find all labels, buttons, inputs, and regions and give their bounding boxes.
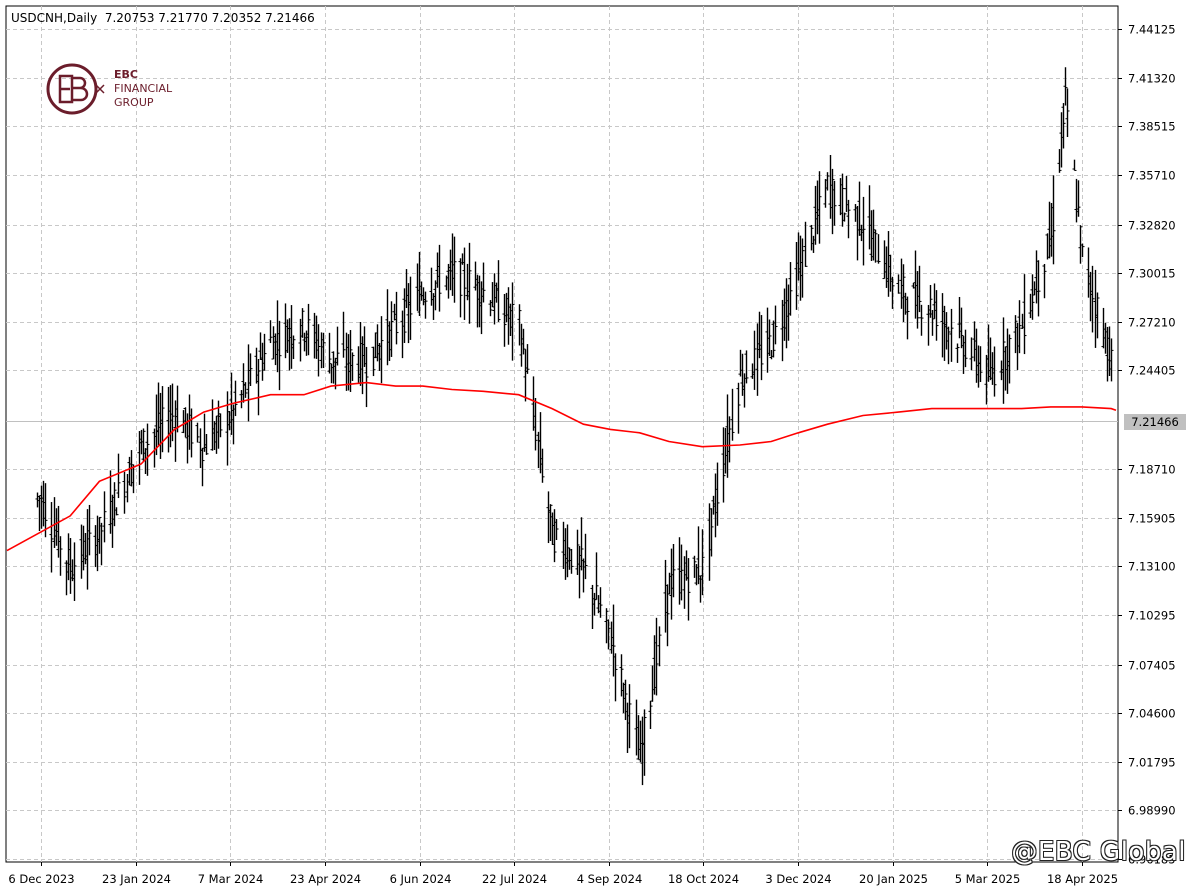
x-tick-label: 20 Jan 2025 bbox=[859, 872, 928, 886]
y-tick-label: 7.41320 bbox=[1128, 72, 1176, 86]
y-tick-label: 7.15905 bbox=[1128, 512, 1176, 526]
y-tick-label: 7.18710 bbox=[1128, 463, 1176, 477]
x-tick-label: 22 Jul 2024 bbox=[482, 872, 547, 886]
x-tick-label: 4 Sep 2024 bbox=[577, 872, 643, 886]
y-tick-label: 7.38515 bbox=[1128, 120, 1176, 134]
y-tick-label: 7.24405 bbox=[1128, 364, 1176, 378]
x-tick-label: 7 Mar 2024 bbox=[198, 872, 264, 886]
logo-line-financial: FINANCIAL bbox=[114, 82, 173, 95]
y-tick-label: 7.30015 bbox=[1128, 267, 1176, 281]
y-tick-label: 7.32820 bbox=[1128, 219, 1176, 233]
ebc-logo: EBC FINANCIAL GROUP bbox=[46, 62, 206, 118]
watermark: @EBC Global bbox=[1011, 837, 1186, 867]
y-tick-label: 6.98990 bbox=[1128, 804, 1176, 818]
logo-brand: EBC bbox=[114, 68, 138, 81]
ebc-logo-icon bbox=[46, 63, 105, 115]
moving-average-line bbox=[6, 381, 1117, 552]
y-tick-label: 7.44125 bbox=[1128, 23, 1176, 37]
x-tick-label: 18 Oct 2024 bbox=[668, 872, 739, 886]
x-tick-label: 18 Apr 2025 bbox=[1047, 872, 1118, 886]
y-tick-label: 7.01795 bbox=[1128, 756, 1176, 770]
x-tick-label: 23 Jan 2024 bbox=[102, 872, 171, 886]
plot-frame bbox=[5, 5, 1119, 863]
ohlc-label: 7.20753 7.21770 7.20352 7.21466 bbox=[104, 11, 315, 25]
logo-line-group: GROUP bbox=[114, 96, 154, 109]
y-tick-label: 7.27210 bbox=[1128, 316, 1176, 330]
symbol-label: USDCNH,Daily bbox=[11, 11, 98, 25]
y-tick-label: 7.13100 bbox=[1128, 560, 1176, 574]
y-tick-label: 7.10295 bbox=[1128, 609, 1176, 623]
chart-header: USDCNH,Daily 7.20753 7.21770 7.20352 7.2… bbox=[11, 11, 315, 25]
y-tick-label: 7.04600 bbox=[1128, 707, 1176, 721]
x-tick-label: 6 Jun 2024 bbox=[390, 872, 452, 886]
x-tick-label: 3 Dec 2024 bbox=[765, 872, 831, 886]
x-tick-label: 6 Dec 2023 bbox=[8, 872, 74, 886]
x-tick-label: 5 Mar 2025 bbox=[955, 872, 1021, 886]
current-price-tag: 7.21466 bbox=[1124, 413, 1186, 430]
y-tick-label: 7.35710 bbox=[1128, 169, 1176, 183]
y-tick-label: 6.96185 bbox=[1128, 853, 1176, 867]
logo-text: EBC FINANCIAL GROUP bbox=[114, 68, 172, 110]
x-tick-label: 23 Apr 2024 bbox=[290, 872, 361, 886]
y-tick-label: 7.07405 bbox=[1128, 659, 1176, 673]
